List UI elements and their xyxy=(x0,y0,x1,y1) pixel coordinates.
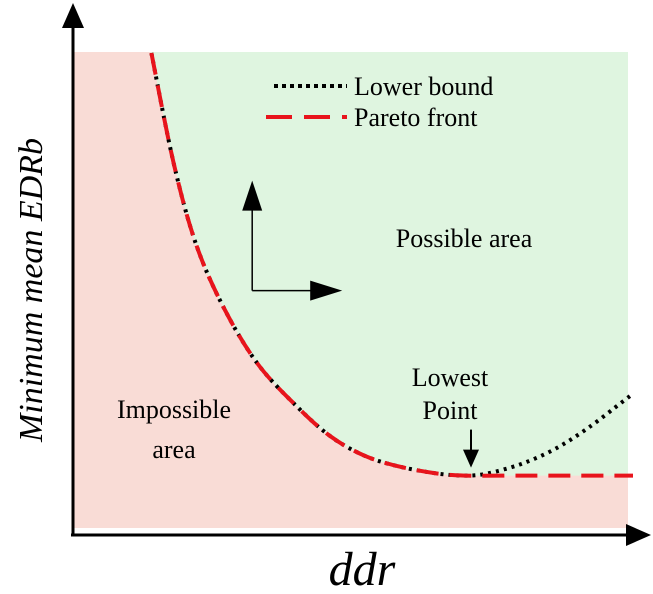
series-layer xyxy=(149,52,635,478)
impossible-label-line-1: Impossible xyxy=(117,395,231,424)
impossible-region xyxy=(73,52,628,528)
lowest-point-arrow xyxy=(463,429,479,468)
impossible-area-label: Impossible area xyxy=(117,395,231,464)
x-axis-arrowhead xyxy=(626,524,651,546)
lowest-label-line-1: Lowest xyxy=(412,363,489,392)
pareto-front-line xyxy=(149,52,633,478)
direction-arrows xyxy=(242,180,343,301)
impossible-label-line-2: area xyxy=(152,435,196,464)
y-axis-label: Minimum mean EDRb xyxy=(13,138,50,443)
possible-area-label: Possible area xyxy=(396,224,533,253)
lowest-point-label: Lowest Point xyxy=(412,363,489,425)
up-direction-arrowhead xyxy=(242,180,263,211)
axes xyxy=(62,3,651,546)
lowest-point-arrowhead xyxy=(463,449,479,468)
right-direction-arrowhead xyxy=(310,280,343,301)
legend-label-lower-bound: Lower bound xyxy=(354,72,493,101)
y-axis-arrowhead xyxy=(62,3,84,28)
legend-label-pareto-front: Pareto front xyxy=(354,103,478,132)
x-axis-label: ddr xyxy=(329,543,396,594)
lowest-label-line-2: Point xyxy=(423,396,479,425)
